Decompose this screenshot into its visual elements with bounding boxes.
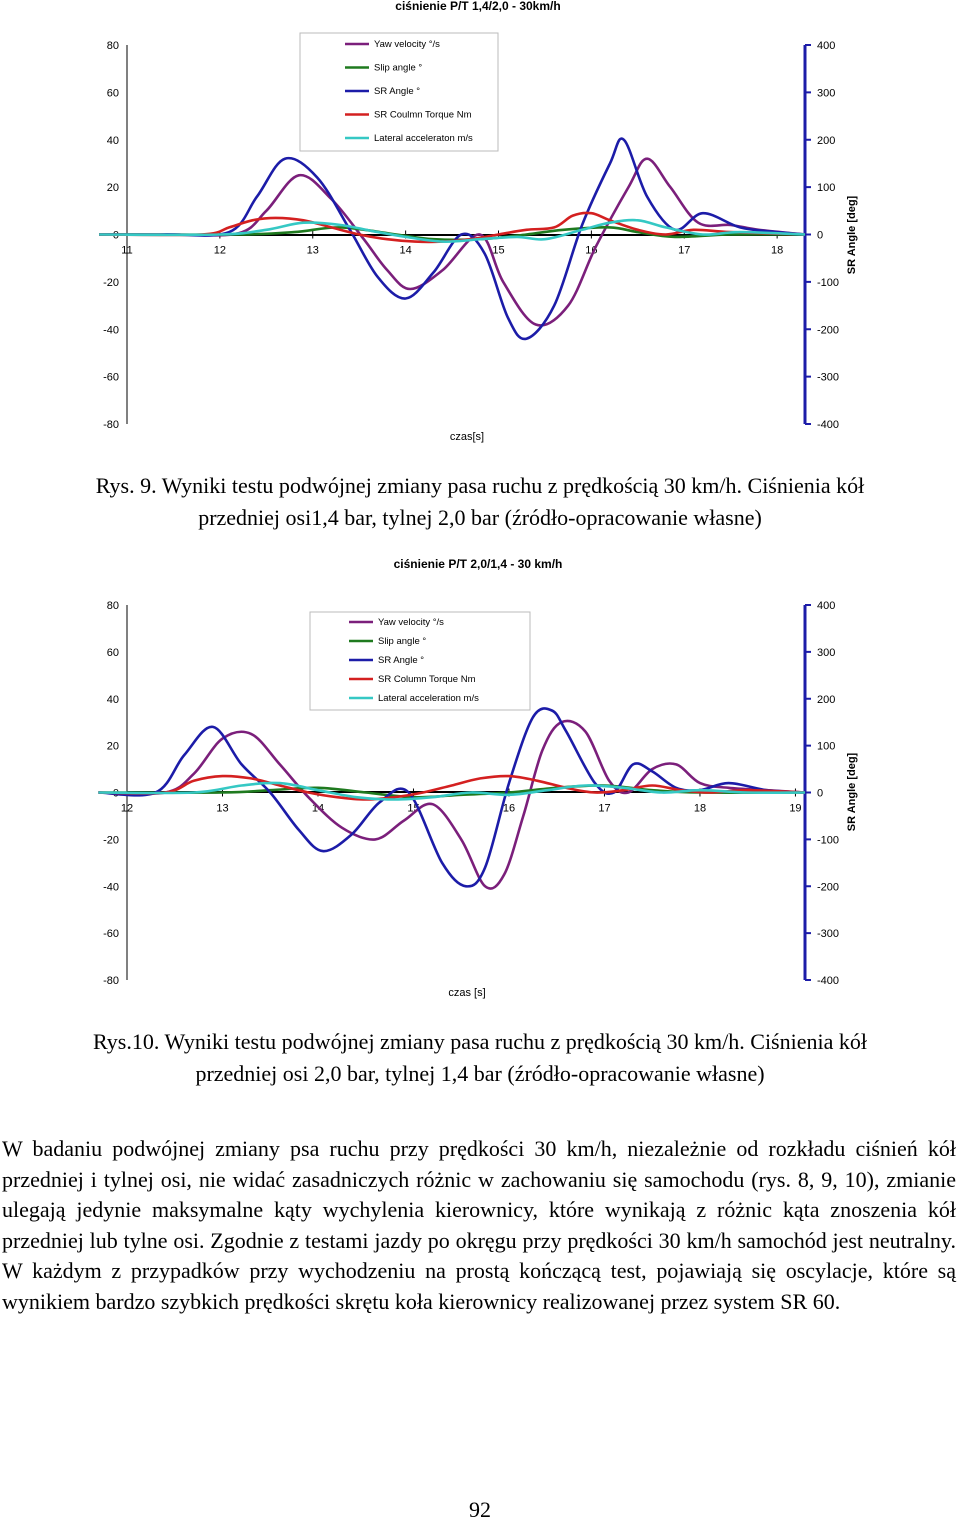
right-axis-tick-label: 400 (817, 40, 835, 52)
right-axis-tick-label: -300 (817, 372, 839, 384)
series-line-lateral-acceleration-m-s (98, 781, 806, 801)
series-line-sr-column-torque-nm (98, 774, 806, 801)
right-axis-label: SR Angle [deg] (846, 752, 858, 831)
data-series (98, 707, 806, 890)
left-axis-tick-label: 80 (107, 40, 119, 52)
page-number: 92 (469, 1497, 491, 1522)
right-axis-tick-label: 400 (817, 600, 835, 612)
legend-label: Yaw velocity °/s (374, 39, 440, 50)
x-axis-tick-label: 16 (503, 803, 515, 815)
caption-line: Rys. 9. Wyniki testu podwójnej zmiany pa… (95, 473, 865, 498)
data-series (99, 137, 806, 341)
series-line-sr-coulmn-torque-nm (99, 211, 806, 244)
right-axis-tick-label: -100 (817, 277, 839, 289)
left-axis-tick-label: -40 (103, 881, 119, 893)
legend-label: Slip angle ° (378, 636, 426, 647)
right-axis-tick-label: -400 (817, 419, 839, 431)
series-line-lateral-acceleraton-m-s (99, 218, 806, 243)
legend: Yaw velocity °/s Slip angle ° SR Angle ° SR… (309, 611, 531, 711)
left-axis-tick-label: -80 (103, 975, 119, 987)
legend-label: Lateral acceleraton m/s (374, 133, 473, 144)
x-axis-tick-label: 17 (598, 803, 610, 815)
right-axis-tick-label: -300 (817, 928, 839, 940)
legend-items: Yaw velocity °/s Slip angle ° SR Angle ° SR… (349, 617, 479, 704)
legend-items: Yaw velocity °/s Slip angle ° SR Angle ° SR… (345, 39, 473, 144)
figure-9-caption: Rys. 9. Wyniki testu podwójnej zmiany pa… (0, 470, 960, 534)
series-line-sr-angle (98, 707, 806, 888)
legend: Yaw velocity °/s Slip angle ° SR Angle ° SR… (299, 32, 499, 152)
caption-line: przedniej osi1,4 bar, tylnej 2,0 bar (źr… (198, 505, 762, 530)
left-axis-tick-label: -60 (103, 372, 119, 384)
right-axis-tick-label: -200 (817, 881, 839, 893)
right-axis-tick-label: 0 (817, 788, 823, 800)
legend-box (309, 611, 531, 711)
chart-title: ciśnienie P/T 1,4/2,0 - 30km/h (395, 0, 560, 13)
series-line-slip-angle (98, 784, 806, 799)
legend-label: Slip angle ° (374, 63, 422, 74)
figure-10-caption: Rys.10. Wyniki testu podwójnej zmiany pa… (0, 1026, 960, 1090)
left-axis-tick-label: -40 (103, 324, 119, 336)
x-axis-tick-label: 19 (789, 803, 801, 815)
x-axis-tick-label: 15 (492, 245, 504, 257)
x-axis-tick-label: 12 (214, 245, 226, 257)
right-axis-tick-label: 300 (817, 647, 835, 659)
right-axis-tick-label: 200 (817, 694, 835, 706)
right-axis-tick-label: 300 (817, 87, 835, 99)
caption-line: przedniej osi 2,0 bar, tylnej 1,4 bar (ź… (195, 1061, 765, 1086)
legend-label: SR Angle ° (374, 86, 420, 97)
legend-label: SR Column Torque Nm (378, 674, 476, 685)
caption-line: Rys.10. Wyniki testu podwójnej zmiany pa… (93, 1029, 867, 1054)
left-axis-tick-label: -20 (103, 277, 119, 289)
x-axis-tick-label: 18 (771, 245, 783, 257)
legend-label: Yaw velocity °/s (378, 617, 444, 628)
right-axis-tick-label: 0 (817, 230, 823, 242)
left-axis-tick-label: 40 (107, 135, 119, 147)
figure-9-chart: ciśnienie P/T 1,4/2,0 - 30km/h 806040200… (99, 0, 858, 443)
series-line-yaw-velocity-s (99, 157, 806, 327)
x-axis-label: czas[s] (450, 431, 484, 443)
figure-10-chart: ciśnienie P/T 2,0/1,4 - 30 km/h 80 60 40 20… (98, 557, 858, 999)
right-axis-tick-label: 100 (817, 182, 835, 194)
left-axis-tick-label: 60 (107, 87, 119, 99)
left-axis-tick-label: 60 (107, 647, 119, 659)
right-axis-ticks: 400 300 200 100 0 -100 -200 -300 -400 (805, 40, 839, 431)
right-axis-tick-label: -100 (817, 834, 839, 846)
left-axis-tick-label: 20 (107, 741, 119, 753)
series-line-yaw-velocity-s (98, 719, 806, 890)
legend-label: Lateral acceleration m/s (378, 693, 479, 704)
x-axis-tick-label: 13 (307, 245, 319, 257)
left-axis-tick-label: -80 (103, 419, 119, 431)
legend-label: SR Coulmn Torque Nm (374, 110, 472, 121)
right-axis-tick-label: 200 (817, 135, 835, 147)
right-axis-tick-label: 100 (817, 741, 835, 753)
left-axis-tick-label: -20 (103, 834, 119, 846)
legend-box (299, 32, 499, 152)
body-paragraph: W badaniu podwójnej zmiany psa ruchu prz… (2, 1136, 956, 1314)
x-axis-label: czas [s] (448, 987, 485, 999)
x-axis-tick-label: 14 (400, 245, 412, 257)
left-axis-tick-label: 40 (107, 694, 119, 706)
x-axis-tick-label: 17 (678, 245, 690, 257)
left-axis-tick-label: 20 (107, 182, 119, 194)
right-axis-label: SR Angle [deg] (846, 195, 858, 274)
right-axis-tick-label: -200 (817, 324, 839, 336)
right-axis-tick-label: -400 (817, 975, 839, 987)
x-axis-tick-label: 18 (694, 803, 706, 815)
legend-label: SR Angle ° (378, 655, 424, 666)
left-axis-tick-label: -60 (103, 928, 119, 940)
left-axis-tick-label: 80 (107, 600, 119, 612)
chart-title: ciśnienie P/T 2,0/1,4 - 30 km/h (394, 557, 563, 571)
right-axis-ticks: 400 300 200 100 0 -100 -200 -300 -400 (805, 600, 839, 987)
x-axis-tick-label: 13 (216, 803, 228, 815)
